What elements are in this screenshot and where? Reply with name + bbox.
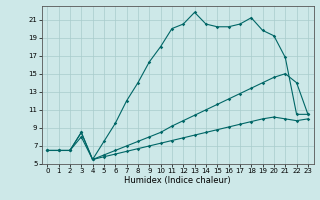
X-axis label: Humidex (Indice chaleur): Humidex (Indice chaleur)	[124, 176, 231, 185]
